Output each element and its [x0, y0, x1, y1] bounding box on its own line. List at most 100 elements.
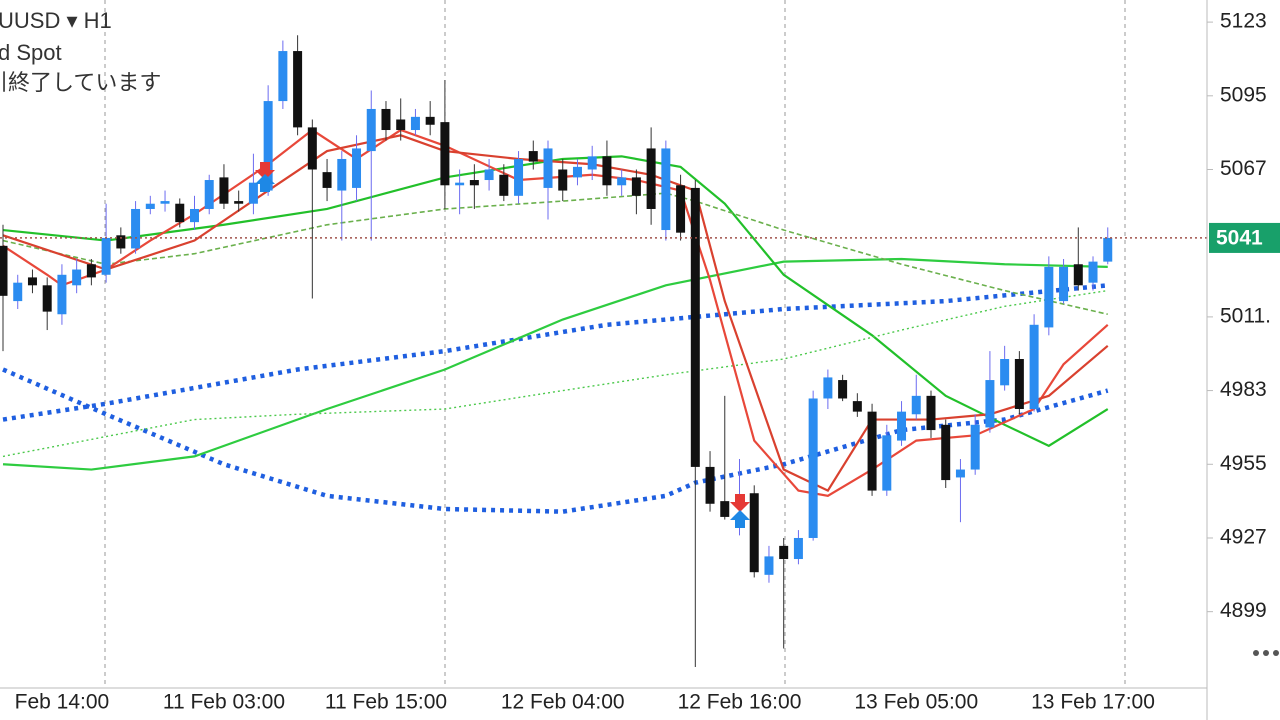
candle-body — [705, 466, 715, 504]
candle-body — [1014, 359, 1024, 410]
x-tick-label: 13 Feb 05:00 — [854, 691, 978, 714]
candle-body — [381, 108, 391, 131]
candle-body — [690, 187, 700, 467]
candle-body — [1044, 266, 1054, 328]
candle-body — [970, 424, 980, 470]
plot-area — [0, 35, 1207, 667]
candle-body — [602, 156, 612, 186]
candle-body — [278, 51, 288, 102]
candle-body — [248, 182, 258, 204]
candle-body — [793, 537, 803, 560]
indicator-line — [2, 289, 1108, 458]
candle-body — [558, 169, 568, 191]
candle-body — [366, 108, 376, 152]
buy-arrow — [730, 510, 750, 528]
candle-body — [410, 116, 420, 131]
candle-body — [234, 201, 244, 204]
indicator-line — [2, 367, 1109, 514]
buy-arrow — [255, 174, 275, 192]
candle-body — [808, 398, 818, 538]
candle-body — [897, 411, 907, 441]
candle-body — [484, 169, 494, 181]
candle-body — [175, 203, 185, 223]
candle-body — [160, 201, 170, 204]
sell-arrow — [730, 494, 750, 512]
candle-body — [1000, 359, 1010, 386]
candle-body — [307, 127, 317, 170]
candle-body — [440, 122, 450, 186]
candle-body — [27, 277, 37, 286]
more-button[interactable] — [1253, 650, 1279, 656]
candle-body — [1029, 324, 1039, 410]
candle-body — [661, 148, 671, 231]
y-tick-label: 4955 — [1220, 452, 1267, 475]
candle-body — [543, 148, 553, 188]
candle-body — [86, 264, 96, 278]
y-tick-label: 4983 — [1220, 378, 1267, 401]
y-tick-label: 5123 — [1220, 10, 1267, 33]
candle-body — [57, 274, 67, 315]
candle-body — [352, 148, 362, 188]
y-tick-label: 4899 — [1220, 599, 1267, 622]
y-tick-label: 4927 — [1220, 526, 1267, 549]
candle-body — [631, 177, 641, 196]
candle-body — [425, 116, 435, 125]
market-status: 引終了しています — [0, 70, 161, 95]
candle-body — [882, 435, 892, 491]
candle-body — [145, 203, 155, 209]
candle-body — [779, 545, 789, 560]
x-tick-label: 12 Feb 04:00 — [501, 691, 625, 714]
candle-body — [646, 148, 656, 209]
candle-body — [293, 51, 303, 128]
candle-body — [0, 245, 8, 296]
candle-body — [337, 158, 347, 191]
sell-arrow — [255, 162, 275, 180]
indicator-line — [2, 283, 1108, 422]
candle-body — [587, 156, 597, 170]
candle-body — [764, 556, 774, 575]
candle-body — [617, 177, 627, 186]
candle-body — [852, 401, 862, 412]
candle-body — [396, 119, 406, 131]
price-label-box — [1209, 222, 1280, 253]
candle-body — [528, 151, 538, 162]
candle-body — [72, 269, 82, 286]
candle-body — [219, 177, 229, 204]
candle-body — [455, 182, 465, 186]
candle-body — [1059, 266, 1069, 302]
indicator-line — [2, 257, 1108, 471]
symbol-title: UUSD ▾ H1 — [0, 8, 112, 33]
x-tick-label: 12 Feb 16:00 — [678, 691, 802, 714]
candle-body — [676, 185, 686, 233]
candle-body — [13, 282, 23, 302]
candle-body — [985, 380, 995, 428]
candle-body — [116, 235, 126, 249]
candle-body — [572, 166, 582, 178]
candle-body — [514, 158, 524, 196]
candle-body — [823, 377, 833, 399]
candle-body — [941, 424, 951, 481]
candle-body — [322, 172, 332, 188]
subtitle: d Spot — [0, 40, 62, 65]
candle-body — [926, 395, 936, 431]
grid — [104, 0, 1126, 688]
current-price-label: 5041 — [1216, 226, 1263, 249]
candle-body — [838, 380, 848, 399]
candle-body — [204, 180, 214, 209]
candle-body — [101, 237, 111, 275]
y-tick-label: 5067 — [1220, 157, 1267, 180]
x-tick-label: Feb 14:00 — [15, 691, 110, 714]
candle-body — [469, 180, 479, 186]
candle-body — [1073, 264, 1083, 286]
candle-body — [955, 469, 965, 478]
candle-body — [42, 285, 52, 312]
y-tick-label: 5095 — [1220, 83, 1267, 106]
indicator-line — [2, 192, 1108, 316]
candle-body — [720, 501, 730, 517]
candle-body — [1088, 261, 1098, 283]
candle-body — [131, 208, 141, 249]
y-tick-label: 5011. — [1220, 304, 1271, 327]
candle-body — [911, 395, 921, 415]
x-tick-label: 11 Feb 15:00 — [325, 691, 447, 714]
